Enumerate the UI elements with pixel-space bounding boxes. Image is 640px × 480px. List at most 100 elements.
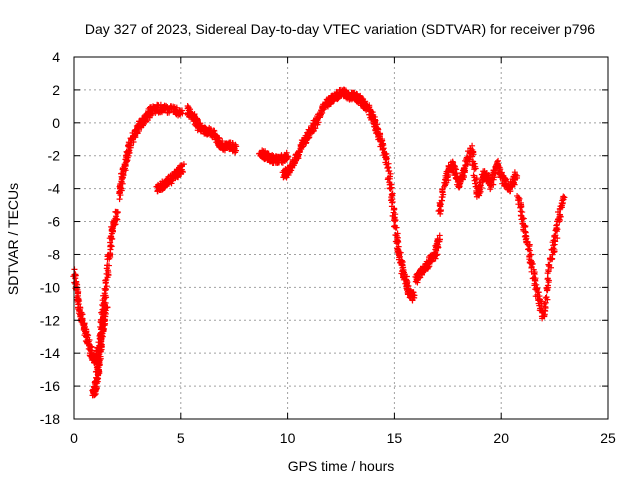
x-tick-label: 25 — [600, 430, 616, 446]
data-point — [140, 119, 147, 126]
data-point — [180, 161, 187, 168]
data-point — [461, 166, 468, 173]
data-point — [82, 328, 89, 335]
data-point — [472, 165, 479, 172]
data-point — [102, 286, 109, 293]
data-point — [511, 169, 518, 176]
data-point — [284, 155, 291, 162]
data-point — [94, 376, 101, 383]
data-point — [533, 281, 540, 288]
data-point — [74, 281, 81, 288]
data-point — [558, 204, 565, 211]
tick-labels: 0 5 10 15 20 25 -18 -16 -14 -12 -10 -8 -6 -4 -2 0 2 4 — [40, 49, 616, 446]
data-point — [116, 196, 123, 203]
axis-ticks — [73, 56, 609, 420]
data-point — [469, 153, 476, 160]
data-point — [117, 182, 124, 189]
data-point — [108, 236, 115, 243]
data-point — [531, 277, 538, 284]
data-point — [542, 305, 549, 312]
data-point — [101, 290, 108, 297]
data-point — [529, 260, 536, 267]
data-point — [438, 207, 445, 214]
data-point — [380, 145, 387, 152]
data-point — [83, 334, 90, 341]
data-point — [72, 272, 79, 279]
y-tick-label: -6 — [48, 214, 61, 230]
data-point — [525, 245, 532, 252]
data-point — [439, 189, 446, 196]
data-point — [546, 261, 553, 268]
data-point — [544, 275, 551, 282]
y-tick-label: -8 — [48, 246, 61, 262]
data-point — [514, 172, 521, 179]
data-point — [389, 199, 396, 206]
data-point — [512, 176, 519, 183]
data-point — [542, 295, 549, 302]
data-point — [482, 170, 489, 177]
data-point — [79, 315, 86, 322]
data-point — [543, 294, 550, 301]
data-point — [559, 199, 566, 206]
y-tick-label: -12 — [40, 312, 60, 328]
data-point — [496, 164, 503, 171]
data-point — [438, 194, 445, 201]
data-point — [102, 300, 109, 307]
plot-frame — [73, 56, 609, 420]
data-point — [547, 255, 554, 262]
data-point — [105, 272, 112, 279]
data-point — [301, 137, 308, 144]
data-point — [436, 236, 443, 243]
data-point — [77, 305, 84, 312]
data-point — [386, 167, 393, 174]
y-tick-label: -14 — [40, 345, 60, 361]
data-point — [108, 226, 115, 233]
data-point — [411, 292, 418, 299]
data-point — [470, 172, 477, 179]
data-point — [556, 211, 563, 218]
data-point — [179, 110, 186, 117]
x-tick-label: 20 — [493, 430, 509, 446]
data-point — [545, 268, 552, 275]
y-axis-label: SDTVAR / TECUs — [5, 183, 21, 295]
data-point — [104, 262, 111, 269]
x-tick-label: 10 — [280, 430, 296, 446]
data-point — [433, 252, 440, 259]
data-point — [409, 297, 416, 304]
data-point — [552, 238, 559, 245]
data-point — [117, 192, 124, 199]
data-point — [550, 242, 557, 249]
data-points — [70, 86, 568, 399]
x-tick-label: 15 — [387, 430, 403, 446]
data-point — [432, 249, 439, 256]
data-point — [544, 282, 551, 289]
data-point — [531, 271, 538, 278]
data-point — [428, 257, 435, 264]
data-point — [553, 221, 560, 228]
y-tick-label: -18 — [40, 411, 60, 427]
data-point — [383, 161, 390, 168]
data-point — [519, 209, 526, 216]
data-point — [487, 182, 494, 189]
data-point — [390, 206, 397, 213]
y-tick-label: -2 — [48, 148, 61, 164]
data-point — [114, 216, 121, 223]
data-point — [108, 243, 115, 250]
data-point — [124, 157, 131, 164]
data-point — [393, 224, 400, 231]
data-point — [387, 185, 394, 192]
data-point — [92, 388, 99, 395]
data-point — [75, 300, 82, 307]
data-point — [561, 194, 568, 201]
x-axis-label: GPS time / hours — [288, 458, 395, 474]
data-point — [379, 136, 386, 143]
data-point — [491, 174, 498, 181]
x-tick-label: 5 — [177, 430, 185, 446]
data-point — [545, 279, 552, 286]
data-point — [103, 283, 110, 290]
data-point — [560, 193, 567, 200]
data-point — [121, 166, 128, 173]
data-point — [174, 172, 181, 179]
